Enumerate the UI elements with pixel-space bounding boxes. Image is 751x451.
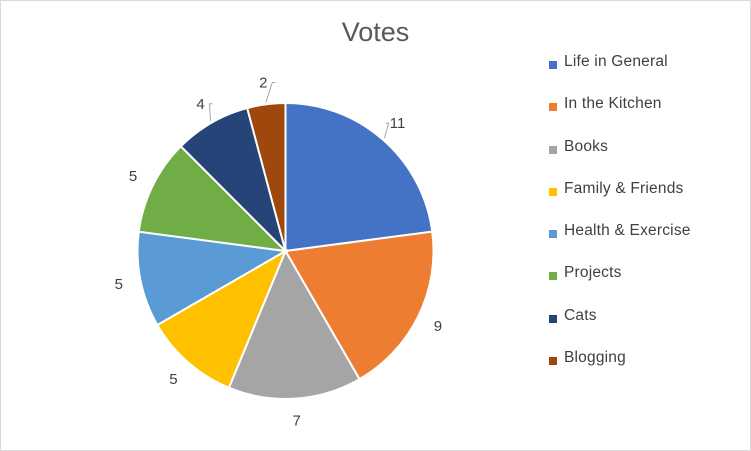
data-label-health-and-exercise: 5 <box>115 276 123 293</box>
data-label-blogging: 2 <box>259 74 267 91</box>
legend-label: Cats <box>564 306 597 324</box>
legend-item-books: Books <box>549 138 691 180</box>
data-label-books: 7 <box>292 413 300 430</box>
data-label-life-in-general: 11 <box>390 115 406 132</box>
legend-label: Health & Exercise <box>564 222 691 240</box>
pie-slice-blogging <box>245 101 287 252</box>
legend-label: Books <box>564 137 609 155</box>
legend-item-cats: Cats <box>549 307 691 349</box>
pie-slices <box>136 101 435 400</box>
legend-item-life-in-general: Life in General <box>549 53 691 95</box>
legend: Life in General In the Kitchen Books Family… <box>549 53 691 391</box>
data-label-projects: 5 <box>129 168 137 185</box>
legend-swatch <box>549 103 557 112</box>
leader-lines <box>208 81 390 139</box>
legend-item-in-the-kitchen: In the Kitchen <box>549 95 691 137</box>
legend-item-health-and-exercise: Health & Exercise <box>549 222 691 264</box>
pie-slice-projects <box>137 144 289 253</box>
pie-slice-in-the-kitchen <box>283 230 435 381</box>
legend-swatch <box>549 357 557 366</box>
data-labels: 11 9 7 5 5 5 4 2 <box>115 74 443 429</box>
legend-label: Life in General <box>564 53 668 70</box>
legend-item-family-and-friends: Family & Friends <box>549 180 691 222</box>
legend-label: In the Kitchen <box>564 95 662 113</box>
legend-label: Blogging <box>564 349 626 367</box>
pie-slice-life-in-general <box>284 101 434 253</box>
legend-label: Projects <box>564 264 622 282</box>
data-label-family-and-friends: 5 <box>169 371 177 388</box>
pie-slice-family-and-friends <box>155 248 288 390</box>
legend-item-blogging: Blogging <box>549 349 691 391</box>
pie-slice-books <box>227 248 361 400</box>
pie-slice-health-and-exercise <box>136 230 289 327</box>
legend-label: Family & Friends <box>564 179 684 197</box>
leader-line-life-in-general <box>383 122 390 139</box>
legend-item-projects: Projects <box>549 264 691 306</box>
legend-swatch <box>549 145 557 154</box>
data-label-in-the-kitchen: 9 <box>434 318 442 335</box>
legend-swatch <box>549 230 557 239</box>
legend-swatch <box>549 314 557 323</box>
leader-line-blogging <box>265 81 276 103</box>
legend-swatch <box>549 272 557 281</box>
chart-title: Votes <box>341 17 410 47</box>
data-label-cats: 4 <box>196 96 204 113</box>
leader-line-cats <box>208 103 213 122</box>
legend-swatch <box>549 61 557 69</box>
legend-swatch <box>549 187 557 196</box>
